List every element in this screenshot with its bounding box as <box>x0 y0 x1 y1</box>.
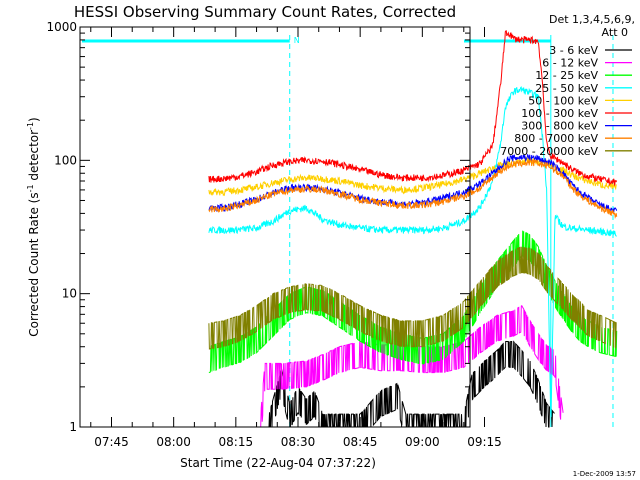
y-axis-label-end: ) <box>27 117 41 122</box>
footer-timestamp: 1-Dec-2009 13:57 <box>573 470 636 478</box>
legend-label: 3 - 6 keV <box>549 44 598 57</box>
x-tick-label: 09:15 <box>467 435 502 449</box>
series-line-8 <box>208 246 617 350</box>
legend-label: 800 - 7000 keV <box>514 132 598 145</box>
y-axis-label-sup1: -1 <box>26 184 35 192</box>
legend-label: 7000 - 20000 keV <box>500 145 598 158</box>
legend-header-1: Det 1,3,4,5,6,9, <box>549 13 635 26</box>
y-axis-label-main: Corrected Count Rate (s <box>27 192 41 336</box>
series-line-7 <box>208 158 618 219</box>
y-tick-label: 100 <box>54 153 77 167</box>
y-tick-label: 1 <box>69 420 77 434</box>
axis-ticks: 1 10 100 1000 07:45 08:00 08:15 08:30 08:45 09:00… <box>46 20 501 449</box>
y-axis-label: Corrected Count Rate (s-1 detector-1) <box>26 117 41 336</box>
x-tick-label: 08:45 <box>343 435 378 449</box>
x-tick-label: 07:45 <box>94 435 129 449</box>
x-tick-label: 08:15 <box>219 435 254 449</box>
y-axis-label-sup2: -1 <box>26 122 35 130</box>
x-tick-label: 08:00 <box>156 435 191 449</box>
plot-area: N <box>82 30 618 428</box>
series-line-5 <box>208 30 618 187</box>
plot-frame <box>79 26 471 428</box>
y-tick-label: 10 <box>62 287 77 301</box>
x-tick-label: 09:00 <box>405 435 440 449</box>
legend-label: 300 - 800 keV <box>521 120 598 133</box>
chart-title: HESSI Observing Summary Count Rates, Cor… <box>74 3 456 21</box>
legend-header-2: Att 0 <box>602 26 628 39</box>
y-axis-label-mid: detector <box>27 130 41 185</box>
series-line-3 <box>208 86 617 418</box>
legend-label: 100 - 300 keV <box>521 107 598 120</box>
x-axis-label: Start Time (22-Aug-04 07:37:22) <box>180 456 376 470</box>
legend-label: 50 - 100 keV <box>528 94 598 107</box>
legend-label: 25 - 50 keV <box>535 82 598 95</box>
night-marker-label: N <box>294 36 300 45</box>
x-tick-label: 08:30 <box>281 435 316 449</box>
legend-label: 6 - 12 keV <box>542 57 598 70</box>
y-tick-label: 1000 <box>46 20 77 34</box>
legend-label: 12 - 25 keV <box>535 69 598 82</box>
series-line-0 <box>268 340 555 428</box>
